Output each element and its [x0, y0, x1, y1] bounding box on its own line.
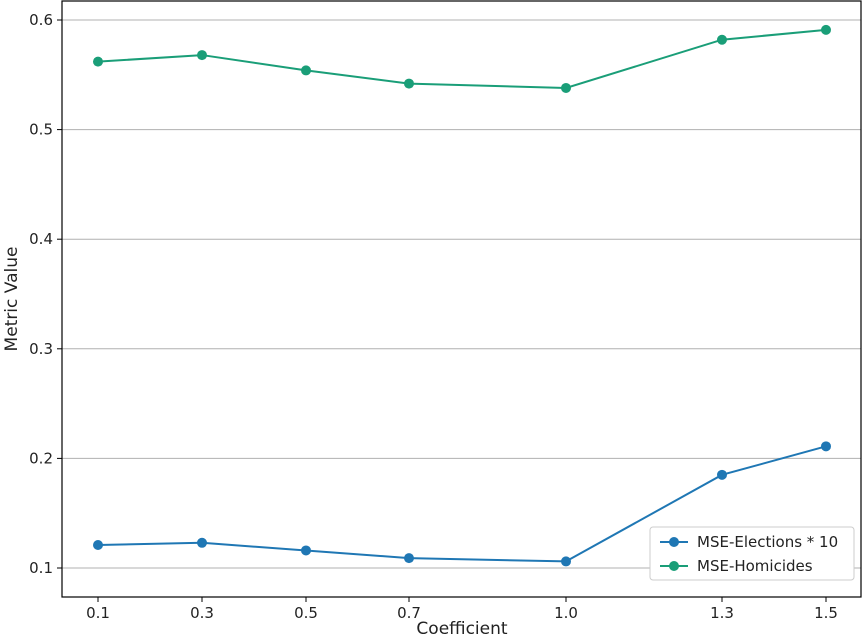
- legend-box: [649, 526, 855, 581]
- legend: MSE-Elections * 10 MSE-Homicides: [649, 526, 855, 581]
- series-line-1: [97, 28, 827, 89]
- x-tick-label-4: 1.0: [554, 604, 578, 622]
- x-tick-label-3: 0.7: [397, 604, 421, 622]
- data-point-0-0: [93, 539, 103, 550]
- legend-label-1: MSE-Homicides: [697, 557, 813, 575]
- y-tick-label-5: 0.6: [29, 11, 53, 29]
- y-tick-label-4: 0.5: [29, 121, 53, 139]
- data-point-0-3: [404, 553, 414, 564]
- y-tick-label-1: 0.2: [29, 449, 53, 467]
- y-tick-label-2: 0.3: [29, 340, 53, 358]
- data-point-1-0: [93, 56, 103, 67]
- data-point-0-4: [561, 556, 571, 567]
- series-0: [93, 441, 831, 567]
- series-1: [93, 24, 831, 93]
- data-point-0-2: [301, 545, 311, 556]
- y-tick-label-3: 0.4: [29, 230, 53, 248]
- data-point-1-5: [717, 34, 727, 45]
- axes: 0.1 0.2 0.3 0.4 0.5 0.6 0.1 0.3 0.5 0.7 1.0 1.3 1.5: [29, 11, 838, 622]
- x-tick-label-5: 1.3: [710, 604, 734, 622]
- data-point-1-6: [821, 24, 831, 35]
- legend-marker-1: [669, 561, 679, 571]
- data-point-1-2: [301, 65, 311, 76]
- x-tick-label-0: 0.1: [86, 604, 110, 622]
- grid-lines: [62, 19, 861, 569]
- data-point-1-4: [561, 82, 571, 93]
- data-point-0-1: [197, 537, 207, 548]
- x-axis-label: Coefficient: [416, 619, 507, 639]
- y-tick-label-0: 0.1: [29, 559, 53, 577]
- y-axis-label: Metric Value: [2, 247, 22, 352]
- data-point-1-3: [404, 78, 414, 89]
- data-point-0-5: [717, 469, 727, 480]
- legend-label-0: MSE-Elections * 10: [697, 533, 838, 551]
- plot-frame: [61, 0, 862, 598]
- series-group: [93, 24, 831, 567]
- data-point-1-1: [197, 50, 207, 61]
- x-tick-label-6: 1.5: [814, 604, 838, 622]
- legend-marker-0: [669, 537, 679, 547]
- data-point-0-6: [821, 441, 831, 452]
- x-tick-label-2: 0.5: [294, 604, 318, 622]
- x-tick-label-1: 0.3: [190, 604, 214, 622]
